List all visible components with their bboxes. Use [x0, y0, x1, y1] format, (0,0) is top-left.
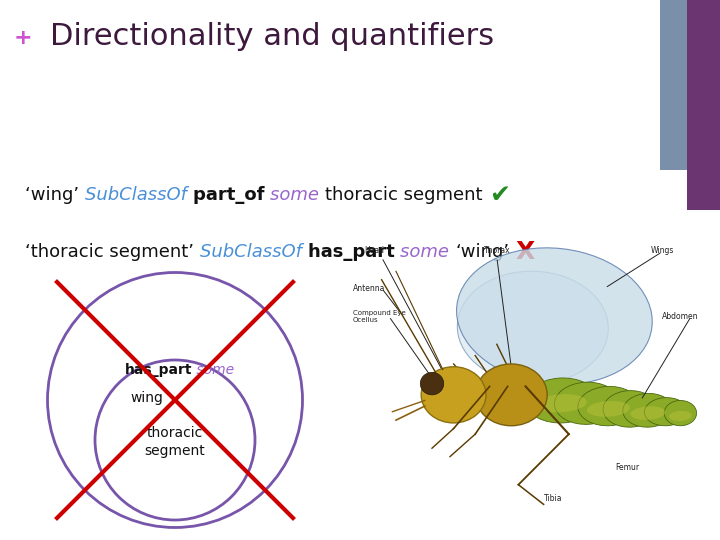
Text: part_of: part_of	[193, 186, 271, 204]
Text: Antenna: Antenna	[353, 284, 385, 293]
Text: some: some	[271, 186, 325, 204]
Text: Abdomen: Abdomen	[662, 312, 698, 321]
Text: SubClassOf: SubClassOf	[199, 243, 307, 261]
Ellipse shape	[623, 394, 673, 427]
Text: some: some	[400, 243, 455, 261]
Ellipse shape	[587, 401, 630, 417]
Ellipse shape	[526, 378, 598, 423]
Text: ‘wing’: ‘wing’	[455, 243, 509, 261]
Text: Tibia: Tibia	[544, 494, 562, 503]
Bar	[660, 0, 687, 170]
Text: wing: wing	[130, 391, 163, 405]
Ellipse shape	[578, 387, 639, 426]
Text: Wings: Wings	[651, 246, 674, 255]
Text: thoracic segment: thoracic segment	[325, 186, 482, 204]
Ellipse shape	[536, 394, 587, 413]
Text: ✔: ✔	[489, 183, 510, 207]
Text: ‘thoracic segment’: ‘thoracic segment’	[25, 243, 199, 261]
Text: Directionality and quantifiers: Directionality and quantifiers	[50, 22, 494, 51]
Ellipse shape	[631, 406, 665, 420]
Text: Compound Eye
Ocellus: Compound Eye Ocellus	[353, 310, 405, 323]
Ellipse shape	[421, 367, 486, 423]
Ellipse shape	[475, 364, 547, 426]
Bar	[687, 0, 720, 210]
Ellipse shape	[669, 411, 692, 421]
Text: +: +	[14, 28, 32, 48]
Text: some: some	[192, 363, 235, 377]
Text: ‘wing’: ‘wing’	[25, 186, 85, 204]
Ellipse shape	[664, 401, 697, 426]
Ellipse shape	[420, 373, 444, 395]
Ellipse shape	[456, 248, 652, 384]
Ellipse shape	[554, 382, 619, 424]
Text: X: X	[516, 240, 535, 264]
Text: Head: Head	[364, 246, 384, 255]
Text: SubClassOf: SubClassOf	[85, 186, 193, 204]
Text: thoracic
segment: thoracic segment	[145, 426, 205, 458]
Text: Femur: Femur	[616, 463, 640, 472]
Text: has_part: has_part	[125, 363, 192, 377]
Ellipse shape	[644, 397, 688, 426]
Ellipse shape	[603, 390, 657, 427]
Text: has_part: has_part	[307, 243, 400, 261]
Ellipse shape	[457, 271, 608, 384]
Text: Thorax: Thorax	[484, 246, 510, 255]
